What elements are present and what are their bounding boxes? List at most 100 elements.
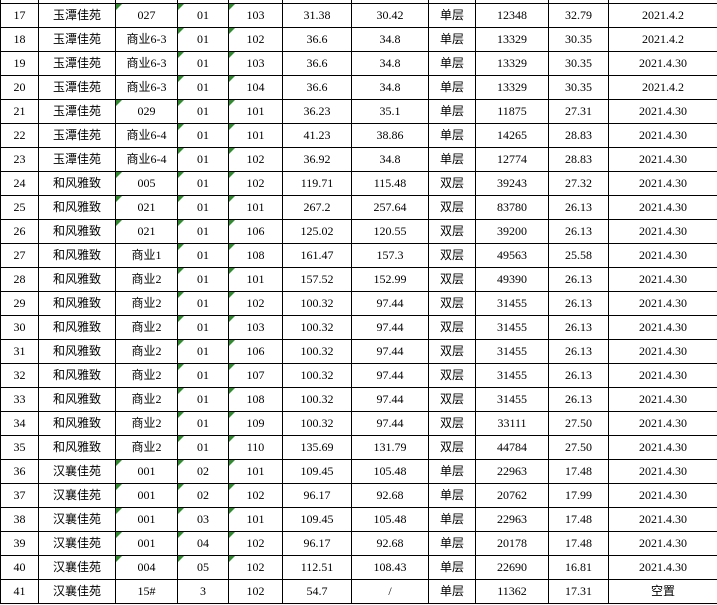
cell-price[interactable]: 26.13 [548, 267, 609, 292]
cell-area1[interactable]: 100.32 [282, 411, 352, 436]
cell-no[interactable]: 40 [0, 555, 39, 580]
cell-no[interactable]: 35 [0, 435, 39, 460]
cell-layer[interactable]: 单层 [428, 531, 476, 556]
cell-area2[interactable]: 105.48 [351, 507, 429, 532]
cell-price[interactable]: 28.83 [548, 123, 609, 148]
cell-date[interactable]: 2021.4.30 [608, 339, 717, 364]
cell-price[interactable]: 17.48 [548, 459, 609, 484]
cell-area1[interactable]: 36.6 [282, 27, 352, 52]
cell-price[interactable]: 17.48 [548, 507, 609, 532]
cell-total[interactable]: 39243 [475, 171, 549, 196]
cell-room[interactable]: 101 [228, 195, 283, 220]
cell-layer[interactable]: 单层 [428, 99, 476, 124]
cell-name[interactable]: 和风雅致 [38, 363, 116, 388]
cell-area2[interactable]: 35.1 [351, 99, 429, 124]
cell-name[interactable]: 玉潭佳苑 [38, 99, 116, 124]
cell-area2[interactable]: 34.8 [351, 75, 429, 100]
cell-area1[interactable]: 31.38 [282, 3, 352, 28]
cell-total[interactable]: 13329 [475, 75, 549, 100]
cell-name[interactable]: 汉襄佳苑 [38, 555, 116, 580]
cell-area1[interactable]: 96.17 [282, 531, 352, 556]
cell-building[interactable]: 027 [115, 3, 178, 28]
cell-area1[interactable]: 100.32 [282, 363, 352, 388]
cell-room[interactable]: 102 [228, 27, 283, 52]
cell-price[interactable]: 26.13 [548, 315, 609, 340]
cell-room[interactable]: 103 [228, 51, 283, 76]
cell-area2[interactable]: 97.44 [351, 339, 429, 364]
cell-name[interactable]: 和风雅致 [38, 339, 116, 364]
cell-date[interactable]: 2021.4.30 [608, 171, 717, 196]
cell-unit[interactable]: 01 [177, 171, 229, 196]
cell-layer[interactable]: 单层 [428, 579, 476, 604]
cell-total[interactable]: 31455 [475, 363, 549, 388]
cell-name[interactable]: 玉潭佳苑 [38, 75, 116, 100]
cell-room[interactable]: 101 [228, 123, 283, 148]
cell-date[interactable]: 2021.4.30 [608, 147, 717, 172]
cell-price[interactable]: 25.58 [548, 243, 609, 268]
cell-area2[interactable]: 108.43 [351, 555, 429, 580]
cell-total[interactable]: 22963 [475, 459, 549, 484]
cell-area2[interactable]: 92.68 [351, 483, 429, 508]
cell-layer[interactable]: 单层 [428, 75, 476, 100]
cell-layer[interactable]: 双层 [428, 387, 476, 412]
cell-date[interactable]: 2021.4.30 [608, 123, 717, 148]
cell-layer[interactable]: 双层 [428, 243, 476, 268]
cell-total[interactable]: 20178 [475, 531, 549, 556]
cell-unit[interactable]: 02 [177, 459, 229, 484]
cell-name[interactable]: 和风雅致 [38, 219, 116, 244]
cell-area2[interactable]: 97.44 [351, 315, 429, 340]
cell-no[interactable]: 27 [0, 243, 39, 268]
cell-building[interactable]: 004 [115, 555, 178, 580]
cell-room[interactable]: 106 [228, 219, 283, 244]
cell-area1[interactable]: 100.32 [282, 339, 352, 364]
cell-layer[interactable]: 单层 [428, 507, 476, 532]
cell-area2[interactable]: 97.44 [351, 387, 429, 412]
cell-layer[interactable]: 双层 [428, 219, 476, 244]
cell-area2[interactable]: 30.42 [351, 3, 429, 28]
cell-total[interactable]: 13329 [475, 27, 549, 52]
cell-room[interactable]: 102 [228, 291, 283, 316]
cell-building[interactable]: 商业2 [115, 315, 178, 340]
cell-price[interactable]: 26.13 [548, 387, 609, 412]
cell-area1[interactable]: 36.6 [282, 75, 352, 100]
cell-building[interactable]: 021 [115, 195, 178, 220]
cell-area1[interactable]: 100.32 [282, 315, 352, 340]
cell-unit[interactable]: 01 [177, 291, 229, 316]
cell-building[interactable]: 15# [115, 579, 178, 604]
cell-unit[interactable]: 01 [177, 27, 229, 52]
cell-no[interactable]: 33 [0, 387, 39, 412]
cell-area2[interactable]: 34.8 [351, 51, 429, 76]
cell-no[interactable]: 24 [0, 171, 39, 196]
cell-area2[interactable]: 34.8 [351, 147, 429, 172]
cell-area1[interactable]: 125.02 [282, 219, 352, 244]
cell-name[interactable]: 汉襄佳苑 [38, 483, 116, 508]
cell-no[interactable]: 25 [0, 195, 39, 220]
cell-total[interactable]: 11875 [475, 99, 549, 124]
cell-area2[interactable]: 157.3 [351, 243, 429, 268]
cell-price[interactable]: 16.81 [548, 555, 609, 580]
cell-date[interactable]: 2021.4.30 [608, 195, 717, 220]
cell-unit[interactable]: 03 [177, 507, 229, 532]
cell-building[interactable]: 商业1 [115, 243, 178, 268]
cell-room[interactable]: 102 [228, 147, 283, 172]
cell-price[interactable]: 27.32 [548, 171, 609, 196]
cell-name[interactable]: 玉潭佳苑 [38, 123, 116, 148]
cell-no[interactable]: 23 [0, 147, 39, 172]
cell-area1[interactable]: 36.92 [282, 147, 352, 172]
cell-building[interactable]: 商业6-3 [115, 27, 178, 52]
cell-name[interactable]: 汉襄佳苑 [38, 579, 116, 604]
cell-building[interactable]: 商业6-3 [115, 51, 178, 76]
cell-unit[interactable]: 3 [177, 579, 229, 604]
cell-price[interactable]: 26.13 [548, 195, 609, 220]
cell-price[interactable]: 30.35 [548, 75, 609, 100]
cell-date[interactable]: 2021.4.30 [608, 219, 717, 244]
cell-area2[interactable]: 257.64 [351, 195, 429, 220]
cell-building[interactable]: 商业2 [115, 411, 178, 436]
cell-price[interactable]: 17.99 [548, 483, 609, 508]
cell-room[interactable]: 102 [228, 171, 283, 196]
cell-layer[interactable]: 双层 [428, 267, 476, 292]
cell-layer[interactable]: 单层 [428, 27, 476, 52]
cell-price[interactable]: 26.13 [548, 219, 609, 244]
cell-date[interactable]: 2021.4.30 [608, 291, 717, 316]
cell-room[interactable]: 102 [228, 531, 283, 556]
